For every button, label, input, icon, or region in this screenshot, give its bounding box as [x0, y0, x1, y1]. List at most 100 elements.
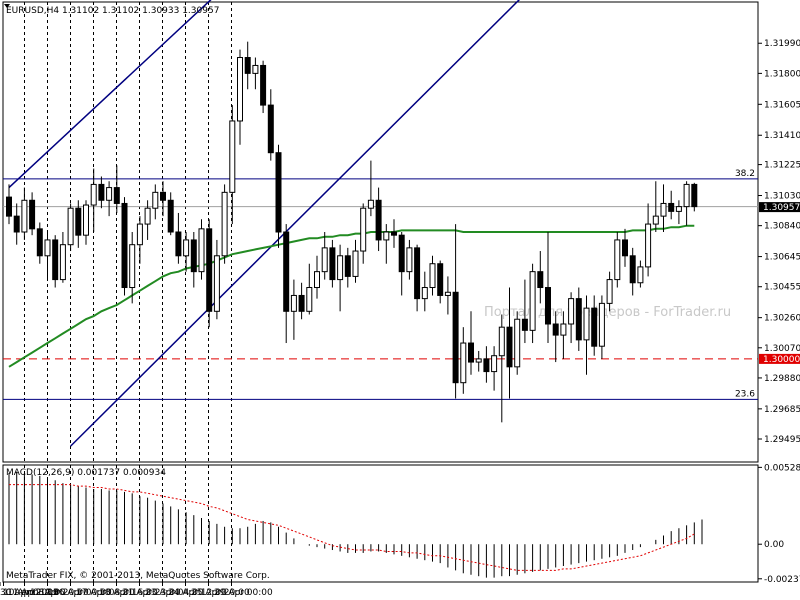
- candle[interactable]: [452, 224, 459, 399]
- candle[interactable]: [314, 255, 320, 299]
- candle[interactable]: [360, 203, 367, 264]
- candle[interactable]: [514, 311, 521, 375]
- candle[interactable]: [13, 203, 20, 245]
- candle[interactable]: [337, 244, 344, 312]
- candle[interactable]: [75, 200, 82, 248]
- candle[interactable]: [44, 232, 51, 280]
- candle[interactable]: [129, 232, 136, 304]
- macd-tick-label: 0.00: [764, 540, 784, 550]
- candle[interactable]: [290, 279, 297, 340]
- candle[interactable]: [367, 160, 374, 217]
- candle[interactable]: [206, 219, 213, 328]
- candle[interactable]: [406, 239, 413, 280]
- candle[interactable]: [498, 314, 505, 423]
- candle[interactable]: [344, 247, 351, 288]
- candle[interactable]: [144, 200, 151, 240]
- macd-plot-area[interactable]: [2, 464, 759, 583]
- candle[interactable]: [52, 235, 59, 288]
- candle[interactable]: [460, 327, 467, 394]
- candle[interactable]: [444, 276, 451, 315]
- candle[interactable]: [113, 165, 120, 213]
- candle[interactable]: [29, 192, 36, 236]
- candle[interactable]: [329, 239, 336, 288]
- candle[interactable]: [614, 232, 621, 288]
- candle[interactable]: [136, 216, 143, 264]
- collapse-arrow-icon[interactable]: [4, 4, 10, 8]
- candle[interactable]: [275, 144, 282, 248]
- candle[interactable]: [537, 251, 544, 304]
- candle[interactable]: [591, 295, 598, 356]
- candle[interactable]: [213, 239, 220, 320]
- candle[interactable]: [506, 287, 513, 399]
- candle[interactable]: [252, 57, 259, 90]
- candle[interactable]: [121, 197, 128, 296]
- candle[interactable]: [352, 239, 359, 283]
- candle[interactable]: [652, 181, 659, 232]
- candle[interactable]: [568, 292, 575, 344]
- candle[interactable]: [260, 60, 267, 114]
- main-plot-area[interactable]: [2, 1, 759, 463]
- candle[interactable]: [198, 219, 205, 280]
- candle[interactable]: [221, 184, 228, 264]
- candle[interactable]: [90, 168, 97, 232]
- candle[interactable]: [437, 260, 444, 304]
- candle[interactable]: [606, 271, 613, 312]
- candle[interactable]: [59, 232, 66, 283]
- candle[interactable]: [583, 295, 590, 375]
- candle[interactable]: [475, 350, 482, 372]
- candle[interactable]: [244, 41, 251, 90]
- candle[interactable]: [491, 346, 498, 391]
- candle[interactable]: [637, 260, 644, 288]
- candle-body: [367, 199, 374, 209]
- candle[interactable]: [190, 232, 197, 288]
- candle[interactable]: [545, 232, 551, 344]
- candle[interactable]: [598, 295, 605, 359]
- candle[interactable]: [183, 232, 190, 272]
- candle[interactable]: [629, 247, 636, 296]
- candle[interactable]: [383, 224, 390, 264]
- candle[interactable]: [160, 181, 166, 217]
- candle[interactable]: [660, 184, 667, 232]
- candle[interactable]: [106, 181, 113, 217]
- current-price-badge: [759, 202, 800, 213]
- candle[interactable]: [391, 219, 397, 248]
- candle[interactable]: [575, 287, 582, 351]
- candle[interactable]: [152, 184, 159, 220]
- candle[interactable]: [683, 181, 690, 226]
- candle[interactable]: [521, 279, 528, 344]
- candle[interactable]: [645, 203, 652, 277]
- candle[interactable]: [398, 232, 405, 296]
- candle[interactable]: [67, 203, 74, 252]
- candle[interactable]: [283, 224, 290, 344]
- candle[interactable]: [375, 187, 382, 252]
- candle[interactable]: [691, 182, 698, 212]
- candle[interactable]: [560, 311, 567, 359]
- candle[interactable]: [175, 212, 182, 264]
- trendline[interactable]: [70, 0, 525, 447]
- candle[interactable]: [229, 105, 236, 225]
- candle[interactable]: [668, 190, 675, 220]
- candle[interactable]: [552, 311, 559, 363]
- candle[interactable]: [167, 192, 174, 236]
- candle[interactable]: [21, 187, 28, 240]
- candle[interactable]: [321, 232, 328, 280]
- candle[interactable]: [237, 49, 243, 145]
- price-tick-label: 1.30070: [764, 344, 800, 354]
- candle[interactable]: [675, 200, 682, 225]
- candle[interactable]: [421, 271, 428, 312]
- candle[interactable]: [622, 228, 628, 267]
- candle[interactable]: [6, 184, 12, 225]
- candle[interactable]: [468, 311, 474, 375]
- candle[interactable]: [306, 263, 313, 315]
- candle[interactable]: [414, 244, 421, 312]
- candle[interactable]: [83, 200, 89, 245]
- candle[interactable]: [529, 263, 536, 344]
- candle[interactable]: [98, 176, 105, 209]
- trendline[interactable]: [8, 0, 217, 189]
- candle[interactable]: [429, 255, 436, 296]
- candle[interactable]: [298, 282, 305, 320]
- candle[interactable]: [36, 222, 43, 264]
- candle[interactable]: [483, 346, 490, 383]
- candle[interactable]: [267, 89, 274, 161]
